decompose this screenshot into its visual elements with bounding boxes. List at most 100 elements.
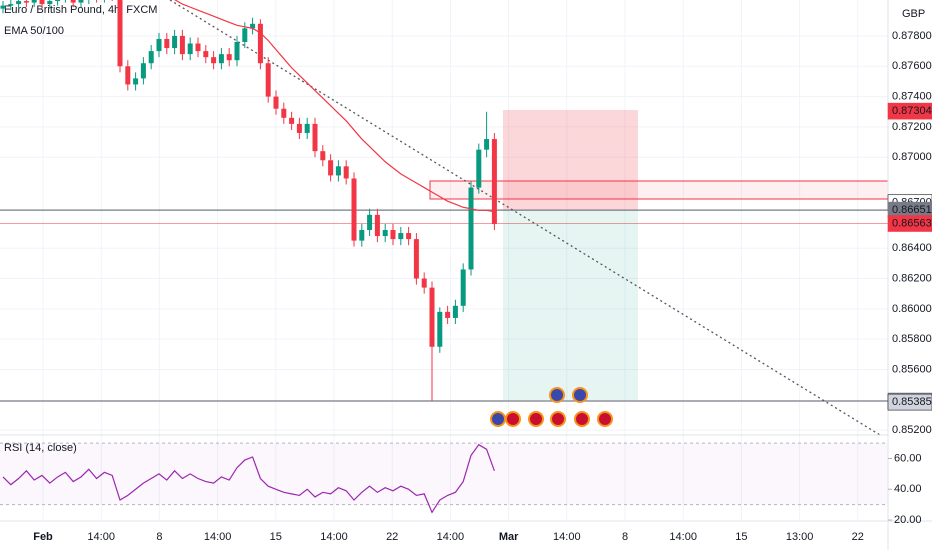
candle-body [55, 0, 61, 2]
candle-body [289, 117, 295, 124]
trend-line [169, 0, 881, 436]
x-tick-label: 8 [622, 531, 628, 543]
candle-body [374, 214, 380, 237]
candle-body [484, 139, 490, 150]
candle-body [203, 51, 209, 58]
y-tick-label: 0.85600 [892, 363, 932, 375]
candle-body [125, 66, 131, 85]
candle-body [250, 23, 256, 29]
y-tick-label: 0.87200 [892, 121, 932, 133]
candle-body [296, 123, 302, 133]
candle-body [351, 178, 357, 241]
candle-body [187, 43, 193, 55]
x-tick-label: 22 [386, 531, 398, 543]
candle-body [179, 35, 185, 55]
x-tick-label: 14:00 [669, 531, 697, 543]
x-tick-label: 22 [852, 531, 864, 543]
rsi-band [0, 443, 888, 505]
candle-body [273, 96, 279, 109]
candle-body [234, 41, 240, 61]
candle-body [452, 305, 458, 318]
candle-body [367, 214, 373, 231]
candle-body [218, 54, 224, 64]
candle-body [460, 269, 466, 306]
x-tick-label: 15 [735, 531, 747, 543]
candle-body [491, 139, 497, 224]
y-tick-label: 0.87000 [892, 151, 932, 163]
candle-body [437, 311, 443, 347]
candle-body [265, 63, 271, 97]
indicator-label: EMA 50/100 [4, 25, 64, 37]
stop-zone [503, 110, 638, 210]
rsi-line [2, 443, 495, 514]
y-tick-label: 0.85200 [892, 424, 932, 436]
candle-body [413, 239, 419, 279]
ema-line [174, 0, 495, 213]
candle-body [211, 57, 217, 64]
candle-body [343, 166, 349, 179]
candle-body [382, 230, 388, 237]
price-tag-label: 0.86563 [892, 217, 932, 229]
x-tick-label: 14:00 [204, 531, 232, 543]
rsi-tick-label: 40.00 [894, 483, 922, 495]
y-tick-label: 0.86000 [892, 303, 932, 315]
candle-body [164, 38, 170, 49]
y-tick-label: 0.86200 [892, 272, 932, 284]
candle-body [148, 51, 154, 64]
candle-body [257, 23, 263, 64]
candle-body [23, 1, 29, 3]
candle-body [117, 0, 123, 67]
x-tick-label: 14:00 [437, 531, 465, 543]
candle-body [78, 0, 84, 3]
supply-zone [429, 180, 889, 200]
x-tick-label: 8 [156, 531, 162, 543]
candle-body [476, 149, 482, 188]
price-tag-label: 0.86651 [892, 204, 932, 216]
candle-body [320, 151, 326, 161]
rsi-tick-label: 20.00 [894, 514, 922, 526]
candle-body [335, 166, 341, 176]
y-tick-label: 0.87800 [892, 30, 932, 42]
y-tick-label: 0.85800 [892, 333, 932, 345]
y-tick-label: 0.87600 [892, 60, 932, 72]
candle-body [156, 38, 162, 52]
candle-body [398, 233, 404, 240]
candle-body [172, 35, 178, 49]
candle-body [429, 287, 435, 347]
candle-body [39, 0, 45, 5]
candle-body [31, 0, 37, 3]
candle-body [226, 54, 232, 61]
event-icons [490, 387, 613, 427]
candle-body [0, 5, 6, 9]
candle-body [242, 28, 248, 42]
candle-body [70, 0, 76, 3]
price-tag [887, 102, 932, 120]
x-tick-label: 15 [270, 531, 282, 543]
candle-body [16, 1, 22, 5]
candle-body [304, 123, 310, 133]
candle-body [133, 78, 139, 85]
price-tag-label: 0.87304 [892, 105, 932, 117]
x-tick-label: 13:00 [786, 531, 814, 543]
candle-body [421, 278, 427, 288]
candle-body [468, 187, 474, 270]
candle-body [281, 108, 287, 118]
candle-body [359, 230, 365, 241]
price-tag [887, 393, 932, 411]
candle-body [312, 123, 318, 152]
x-tick-label: 14:00 [320, 531, 348, 543]
candle-body [140, 63, 146, 79]
target-zone [503, 210, 638, 400]
rsi-label: RSI (14, close) [4, 442, 77, 454]
price-tag-label: 0.85385 [892, 396, 932, 408]
currency: GBP [902, 8, 925, 20]
x-tick-label: 14:00 [553, 531, 581, 543]
y-tick-label: 0.87400 [892, 90, 932, 102]
y-tick-label: 0.86400 [892, 242, 932, 254]
price-tag [887, 215, 932, 232]
candle-body [8, 4, 14, 6]
candle-body [445, 311, 451, 318]
candle-body [195, 43, 201, 52]
